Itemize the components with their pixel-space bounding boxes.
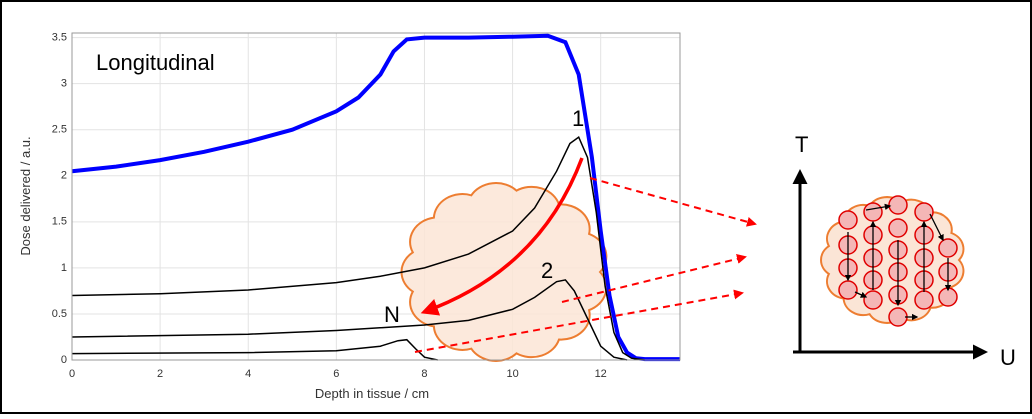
spot: [838, 280, 858, 300]
spot-arrow: [854, 291, 868, 298]
x-tick-label: 12: [595, 368, 607, 380]
spot-arrow: [929, 213, 944, 242]
x-tick-label: 10: [506, 368, 518, 380]
lines: [71, 33, 680, 362]
x-tick-label: 6: [333, 368, 339, 380]
spot: [888, 218, 908, 238]
x-axis-label: Depth in tissue / cm: [315, 386, 429, 401]
y-tick-label: 1: [61, 262, 67, 274]
u-axis-label: U: [1000, 345, 1016, 370]
x-tick-label: 0: [69, 368, 75, 380]
spots: [838, 195, 958, 327]
y-tick-label: 3.5: [52, 32, 67, 44]
series-line: [71, 33, 680, 362]
spot: [914, 202, 934, 222]
y-tick-label: 3: [61, 78, 67, 90]
dashed-arrow: [589, 177, 757, 227]
y-tick-label: 0.5: [52, 308, 67, 320]
y-tick-label: 0: [61, 354, 67, 366]
series-line: [71, 338, 438, 361]
spot: [863, 202, 883, 222]
series-line: [71, 279, 628, 361]
x-tick-label: 4: [245, 368, 251, 380]
spot: [838, 210, 858, 230]
spot: [938, 238, 958, 258]
annotation: 2: [541, 258, 553, 283]
chart-title: Longitudinal: [96, 50, 215, 75]
spot: [888, 195, 908, 215]
scan-arrow: [420, 157, 584, 316]
y-tick-label: 2: [61, 170, 67, 182]
spot: [863, 290, 883, 310]
series-line: [71, 135, 645, 361]
plot-box: [71, 32, 681, 361]
spot: [914, 290, 934, 310]
spot-arrow: [865, 203, 892, 211]
dashed-arrow: [414, 289, 744, 353]
annotation: 1: [572, 106, 584, 131]
t-axis-label: T: [795, 132, 808, 157]
spot: [888, 307, 908, 327]
spot: [938, 287, 958, 307]
x-tick-label: 8: [421, 368, 427, 380]
annotation: N: [384, 302, 400, 327]
x-tick-label: 2: [157, 368, 163, 380]
y-tick-label: 2.5: [52, 124, 67, 136]
y-axis-label: Dose delivered / a.u.: [18, 136, 33, 255]
dashed-arrow: [561, 254, 747, 303]
y-tick-label: 1.5: [52, 216, 67, 228]
